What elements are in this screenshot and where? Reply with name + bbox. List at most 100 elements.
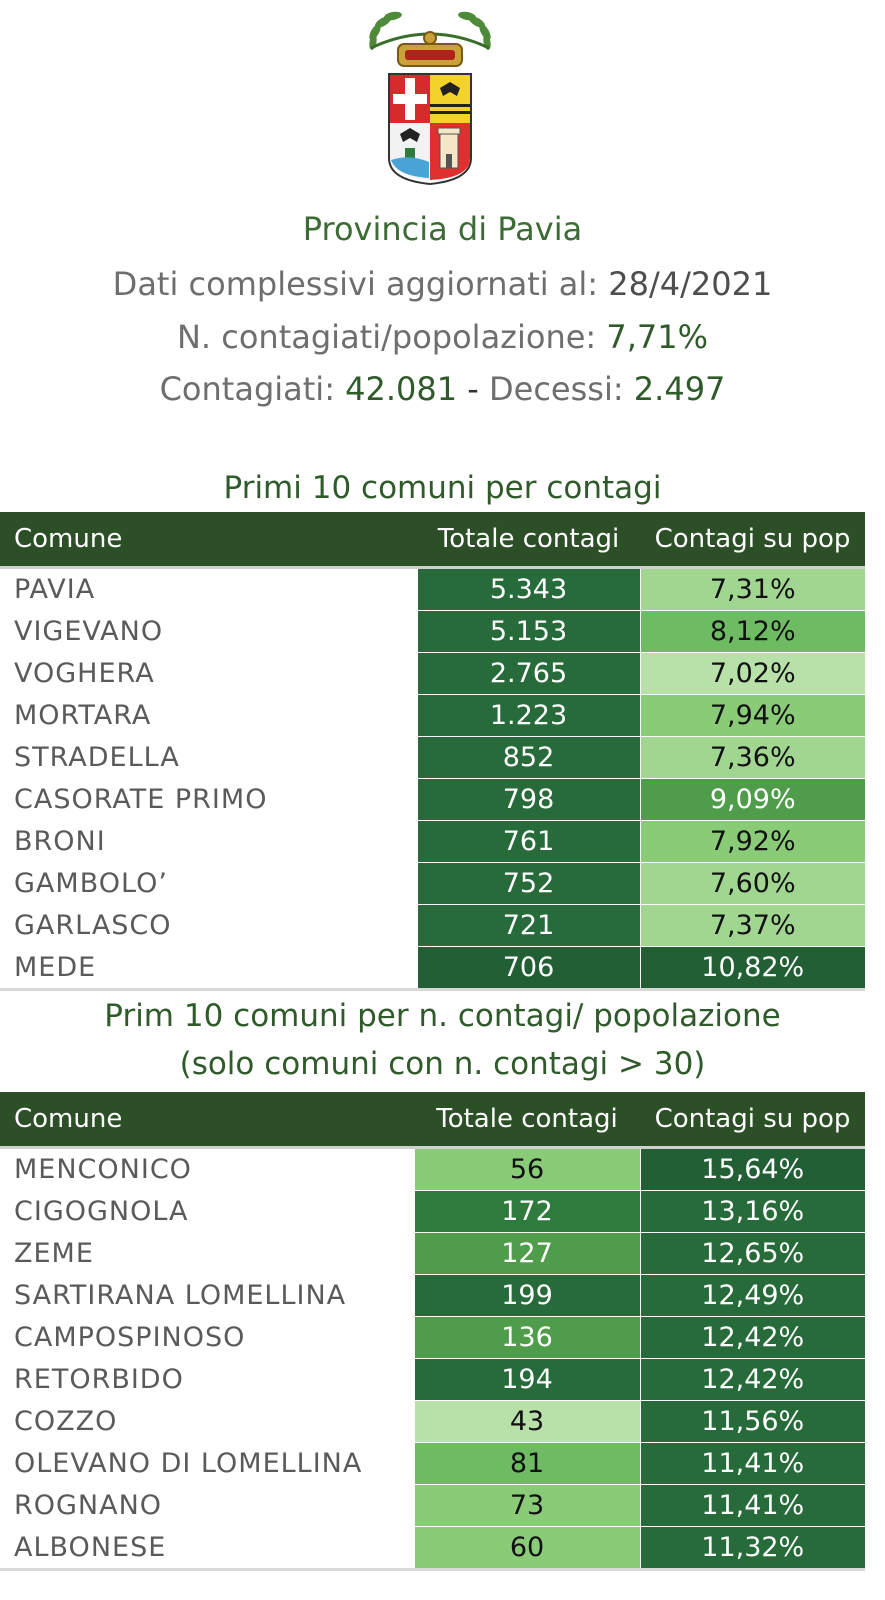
table-row: CAMPOSPINOSO 136 12,42% xyxy=(0,1316,865,1359)
table-row: VOGHERA 2.765 7,02% xyxy=(0,652,865,695)
total-cases-cell: 721 xyxy=(416,904,640,947)
comune-name: CIGOGNOLA xyxy=(0,1190,414,1233)
table-row: CASORATE PRIMO 798 9,09% xyxy=(0,778,865,821)
ratio-value: 7,71% xyxy=(606,318,709,356)
comune-name: BRONI xyxy=(0,820,417,863)
table2-title-line1: Prim 10 comuni per n. contagi/ popolazio… xyxy=(104,998,781,1034)
deaths-value: 2.497 xyxy=(633,370,726,408)
comune-name: SARTIRANA LOMELLINA xyxy=(0,1274,414,1317)
pct-population-cell: 11,56% xyxy=(639,1400,865,1443)
ratio-line: N. contagiati/popolazione: 7,71% xyxy=(0,318,885,356)
table1-title: Primi 10 comuni per contagi xyxy=(223,470,662,506)
pct-population-cell: 12,65% xyxy=(639,1232,865,1275)
comune-name: GARLASCO xyxy=(0,904,417,947)
deaths-label: Decessi: xyxy=(489,370,624,408)
table-row: MORTARA 1.223 7,94% xyxy=(0,694,865,737)
column-header-comune: Comune xyxy=(0,512,417,569)
table-row: SARTIRANA LOMELLINA 199 12,49% xyxy=(0,1274,865,1317)
table-row: RETORBIDO 194 12,42% xyxy=(0,1358,865,1401)
total-cases-cell: 5.343 xyxy=(416,567,640,611)
table-row: OLEVANO DI LOMELLINA 81 11,41% xyxy=(0,1442,865,1485)
column-header-pct: Contagi su pop xyxy=(640,512,865,569)
total-cases-cell: 752 xyxy=(416,862,640,905)
comune-name: CAMPOSPINOSO xyxy=(0,1316,414,1359)
comune-name: MORTARA xyxy=(0,694,417,737)
comune-name: VIGEVANO xyxy=(0,610,417,653)
ratio-label: N. contagiati/popolazione: xyxy=(176,318,597,356)
pct-population-cell: 7,02% xyxy=(639,652,865,695)
total-cases-cell: 60 xyxy=(413,1526,640,1571)
update-label: Dati complessivi aggiornati al: xyxy=(112,265,599,303)
table-row: GAMBOLO’ 752 7,60% xyxy=(0,862,865,905)
total-cases-cell: 852 xyxy=(416,736,640,779)
total-cases-cell: 127 xyxy=(413,1232,640,1275)
table-row: MEDE 706 10,82% xyxy=(0,946,865,991)
comune-name: GAMBOLO’ xyxy=(0,862,417,905)
pct-population-cell: 7,92% xyxy=(639,820,865,863)
total-cases-cell: 199 xyxy=(413,1274,640,1317)
table-row: GARLASCO 721 7,37% xyxy=(0,904,865,947)
table2-title-line2: (solo comuni con n. contagi > 30) xyxy=(179,1046,706,1082)
pct-population-cell: 7,36% xyxy=(639,736,865,779)
top-ratio-table: Comune Totale contagi Contagi su pop MEN… xyxy=(0,1092,865,1571)
total-cases-cell: 81 xyxy=(413,1442,640,1485)
total-cases-cell: 56 xyxy=(413,1147,640,1191)
total-cases-cell: 73 xyxy=(413,1484,640,1527)
table-header-row: Comune Totale contagi Contagi su pop xyxy=(0,512,865,569)
comune-name: MENCONICO xyxy=(0,1147,414,1191)
comune-name: PAVIA xyxy=(0,567,417,611)
pct-population-cell: 12,42% xyxy=(639,1316,865,1359)
pct-population-cell: 9,09% xyxy=(639,778,865,821)
cases-value: 42.081 xyxy=(345,370,458,408)
total-cases-cell: 798 xyxy=(416,778,640,821)
total-cases-cell: 43 xyxy=(413,1400,640,1443)
total-cases-cell: 2.765 xyxy=(416,652,640,695)
table-row: ZEME 127 12,65% xyxy=(0,1232,865,1275)
update-line: Dati complessivi aggiornati al: 28/4/202… xyxy=(0,265,885,303)
table-row: STRADELLA 852 7,36% xyxy=(0,736,865,779)
total-cases-cell: 1.223 xyxy=(416,694,640,737)
column-header-totale: Totale contagi xyxy=(414,1092,640,1149)
pct-population-cell: 15,64% xyxy=(639,1147,865,1191)
totals-separator: - xyxy=(467,370,479,408)
total-cases-cell: 136 xyxy=(413,1316,640,1359)
comune-name: STRADELLA xyxy=(0,736,417,779)
column-header-totale: Totale contagi xyxy=(417,512,640,569)
total-cases-cell: 761 xyxy=(416,820,640,863)
table-row: MENCONICO 56 15,64% xyxy=(0,1147,865,1191)
table-header-row: Comune Totale contagi Contagi su pop xyxy=(0,1092,865,1149)
top-cases-table: Comune Totale contagi Contagi su pop PAV… xyxy=(0,512,865,991)
pct-population-cell: 7,60% xyxy=(639,862,865,905)
comune-name: COZZO xyxy=(0,1400,414,1443)
pct-population-cell: 13,16% xyxy=(639,1190,865,1233)
column-header-pct: Contagi su pop xyxy=(640,1092,865,1149)
cases-label: Contagiati: xyxy=(159,370,335,408)
pct-population-cell: 7,94% xyxy=(639,694,865,737)
totals-line: Contagiati: 42.081 - Decessi: 2.497 xyxy=(0,370,885,408)
pct-population-cell: 11,41% xyxy=(639,1484,865,1527)
comune-name: CASORATE PRIMO xyxy=(0,778,417,821)
comune-name: ZEME xyxy=(0,1232,414,1275)
table-row: VIGEVANO 5.153 8,12% xyxy=(0,610,865,653)
pct-population-cell: 11,41% xyxy=(639,1442,865,1485)
table-row: BRONI 761 7,92% xyxy=(0,820,865,863)
comune-name: OLEVANO DI LOMELLINA xyxy=(0,1442,414,1485)
pct-population-cell: 10,82% xyxy=(639,946,865,991)
pct-population-cell: 12,49% xyxy=(639,1274,865,1317)
page-title: Provincia di Pavia xyxy=(302,210,583,248)
pct-population-cell: 7,37% xyxy=(639,904,865,947)
column-header-comune: Comune xyxy=(0,1092,414,1149)
comune-name: ROGNANO xyxy=(0,1484,414,1527)
table-row: COZZO 43 11,56% xyxy=(0,1400,865,1443)
update-date: 28/4/2021 xyxy=(608,265,773,303)
comune-name: MEDE xyxy=(0,946,417,991)
province-crest-icon xyxy=(369,11,491,186)
pct-population-cell: 11,32% xyxy=(639,1526,865,1571)
table-row: ALBONESE 60 11,32% xyxy=(0,1526,865,1571)
table-row: CIGOGNOLA 172 13,16% xyxy=(0,1190,865,1233)
table-row: ROGNANO 73 11,41% xyxy=(0,1484,865,1527)
total-cases-cell: 706 xyxy=(416,946,640,991)
pct-population-cell: 8,12% xyxy=(639,610,865,653)
total-cases-cell: 194 xyxy=(413,1358,640,1401)
pct-population-cell: 7,31% xyxy=(639,567,865,611)
